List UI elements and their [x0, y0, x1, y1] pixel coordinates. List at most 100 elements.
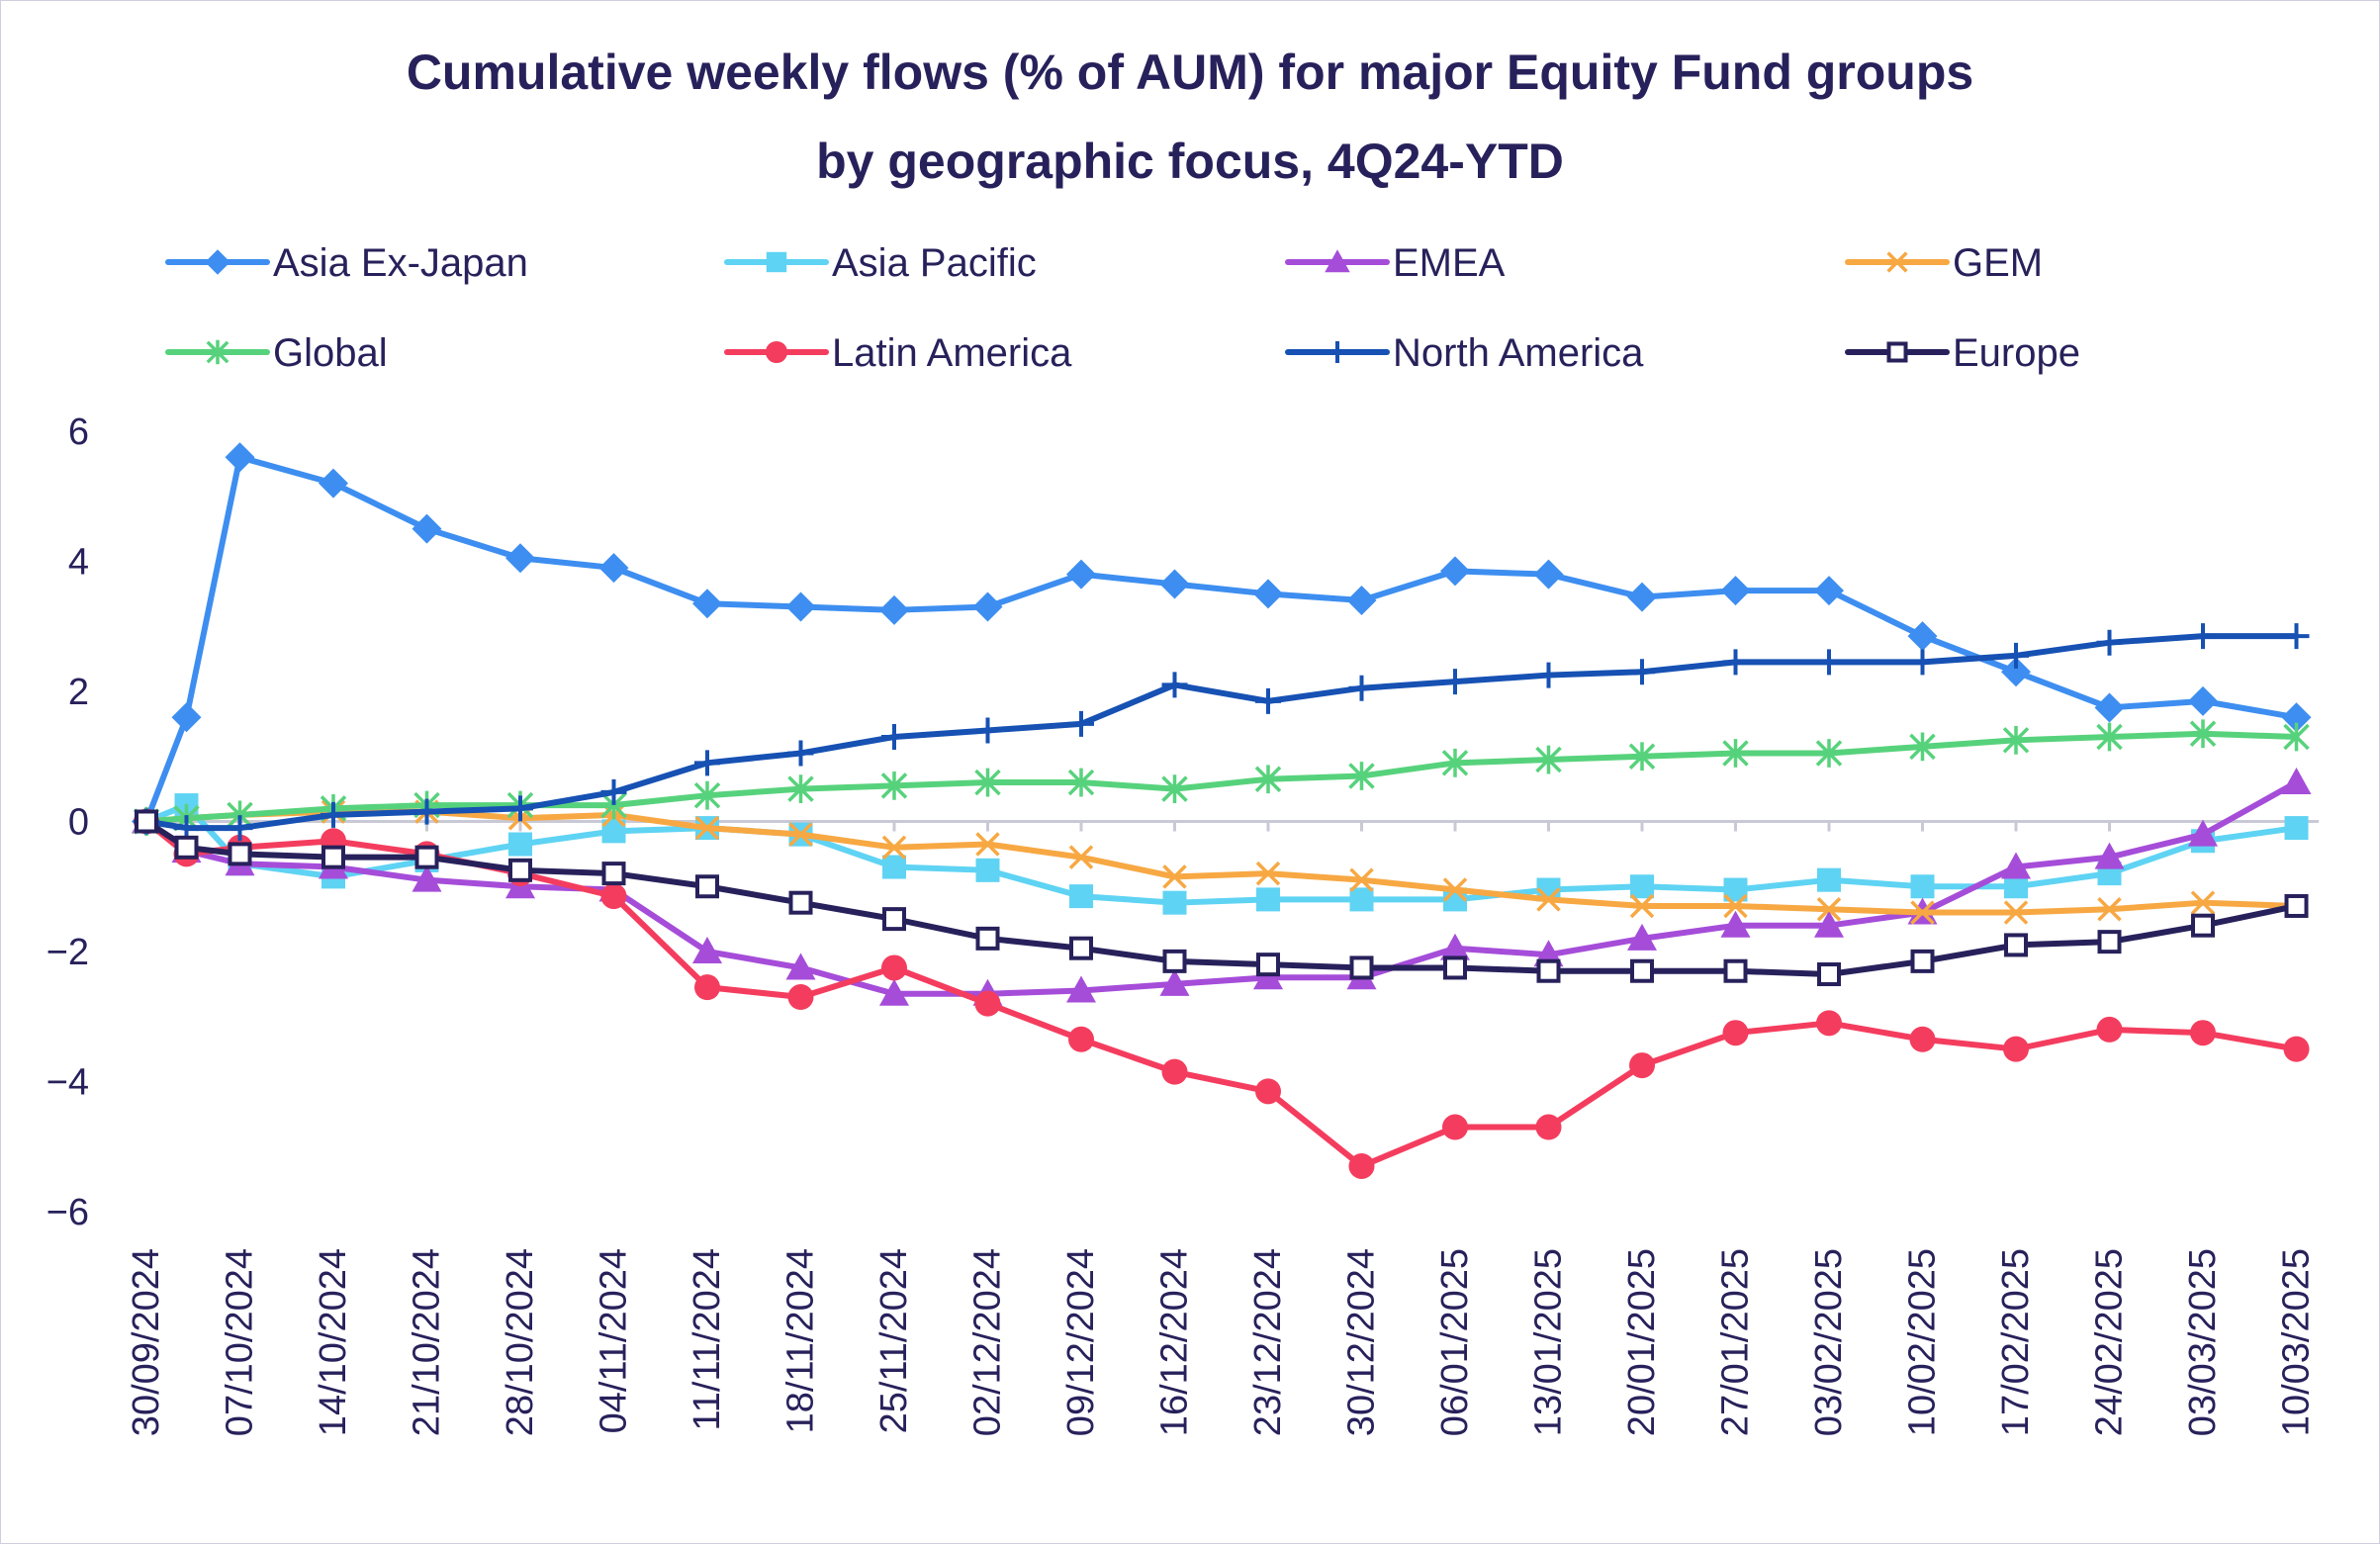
chart-title: Cumulative weekly flows (% of AUM) for m… [0, 28, 2380, 206]
data-point [1255, 687, 1281, 714]
data-point [1909, 649, 1936, 676]
data-point [1348, 675, 1375, 701]
data-point [321, 845, 345, 869]
chart-title-line-1: Cumulative weekly flows (% of AUM) for m… [406, 45, 1974, 100]
x-tick-label: 11/11/2024 [687, 1248, 728, 1431]
data-point [1535, 745, 1562, 774]
legend-label: Asia Pacific [832, 241, 1037, 285]
data-point [1816, 649, 1842, 676]
data-point [1441, 748, 1469, 777]
data-point [879, 594, 909, 625]
x-tick-label: 24/02/2025 [2089, 1248, 2131, 1436]
data-point [881, 724, 907, 751]
data-point [2001, 657, 2031, 687]
data-point [788, 822, 813, 847]
data-point [1256, 953, 1280, 977]
legend-marker [1326, 340, 1349, 364]
data-point [2190, 1020, 2216, 1046]
data-point [1536, 887, 1561, 912]
series-line [143, 818, 2300, 978]
data-point [1816, 1010, 1842, 1037]
data-point [412, 864, 442, 892]
legend-label: GEM [1953, 241, 2043, 285]
data-point [600, 883, 627, 910]
data-point [1442, 669, 1468, 695]
data-point [1627, 582, 1657, 612]
data-point [601, 862, 626, 886]
data-point [1162, 890, 1187, 915]
data-point [414, 845, 439, 869]
x-tick-label: 13/01/2025 [1528, 1248, 1570, 1436]
y-tick-label: −4 [46, 1062, 89, 1104]
data-point [879, 978, 909, 1006]
data-point [880, 771, 908, 800]
series-europe [135, 809, 2309, 987]
legend-marker [1325, 249, 1350, 273]
data-point [1628, 742, 1656, 772]
data-point [1161, 774, 1188, 804]
y-tick-label: 4 [68, 542, 89, 584]
data-point [1440, 933, 1470, 960]
data-point [1722, 1020, 1749, 1046]
data-point [2190, 890, 2216, 915]
data-point [2003, 900, 2029, 925]
data-point [135, 809, 158, 834]
data-point [1722, 739, 1749, 768]
data-point [2094, 692, 2125, 723]
y-tick-label: −6 [46, 1192, 89, 1233]
data-point [1161, 1058, 1188, 1085]
data-point [1159, 569, 1190, 599]
data-point [787, 774, 814, 804]
data-point [1814, 576, 1844, 606]
data-point [785, 591, 816, 622]
series-line [143, 454, 2300, 825]
data-point [1068, 1026, 1094, 1052]
data-point [1533, 559, 1564, 590]
data-point [1066, 559, 1096, 590]
y-tick-label: 6 [68, 411, 89, 453]
data-point [882, 907, 906, 932]
data-point [1723, 958, 1748, 983]
data-point [788, 890, 813, 915]
data-point [1069, 936, 1093, 960]
legend-item: Latin America [724, 331, 1072, 375]
series-asia-ex-japan [132, 442, 2312, 837]
data-point [975, 858, 1000, 882]
data-point [692, 937, 722, 963]
data-point [2188, 685, 2218, 716]
data-point [1349, 955, 1374, 980]
legend-item: Global [165, 331, 388, 375]
series-north-america [134, 623, 2310, 842]
legend-marker [1886, 341, 1908, 363]
data-point [1630, 958, 1654, 983]
data-point [1349, 867, 1374, 892]
data-point [1536, 958, 1561, 983]
x-tick-label: 25/11/2024 [873, 1248, 915, 1433]
data-point [1910, 900, 1935, 925]
data-point [1909, 732, 1936, 762]
data-point [1253, 579, 1283, 609]
data-point [1254, 765, 1282, 794]
data-point [2283, 722, 2310, 752]
data-point [1346, 585, 1377, 615]
data-point [692, 589, 722, 619]
data-point [2003, 642, 2029, 669]
data-point [2281, 768, 2312, 795]
legend-marker [766, 251, 787, 273]
legend-label: Global [273, 331, 388, 375]
data-point [1066, 975, 1096, 1003]
data-point [1629, 659, 1655, 685]
data-point [882, 855, 906, 879]
data-point [1069, 884, 1093, 909]
data-point [1627, 923, 1657, 951]
data-point [1162, 949, 1187, 973]
data-point [1720, 910, 1751, 938]
y-tick-label: 0 [68, 802, 89, 844]
data-point [881, 835, 907, 861]
x-tick-label: 23/12/2024 [1247, 1248, 1289, 1436]
data-point [2094, 842, 2125, 869]
data-point [972, 591, 1003, 622]
x-tick-label: 27/01/2025 [1715, 1248, 1757, 1436]
